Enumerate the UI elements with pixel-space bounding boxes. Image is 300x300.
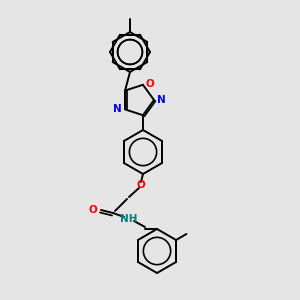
Text: NH: NH [120,214,138,224]
Text: N: N [113,104,122,114]
Text: O: O [88,205,97,215]
Text: O: O [136,180,146,190]
Text: O: O [146,79,155,89]
Text: N: N [157,95,166,105]
